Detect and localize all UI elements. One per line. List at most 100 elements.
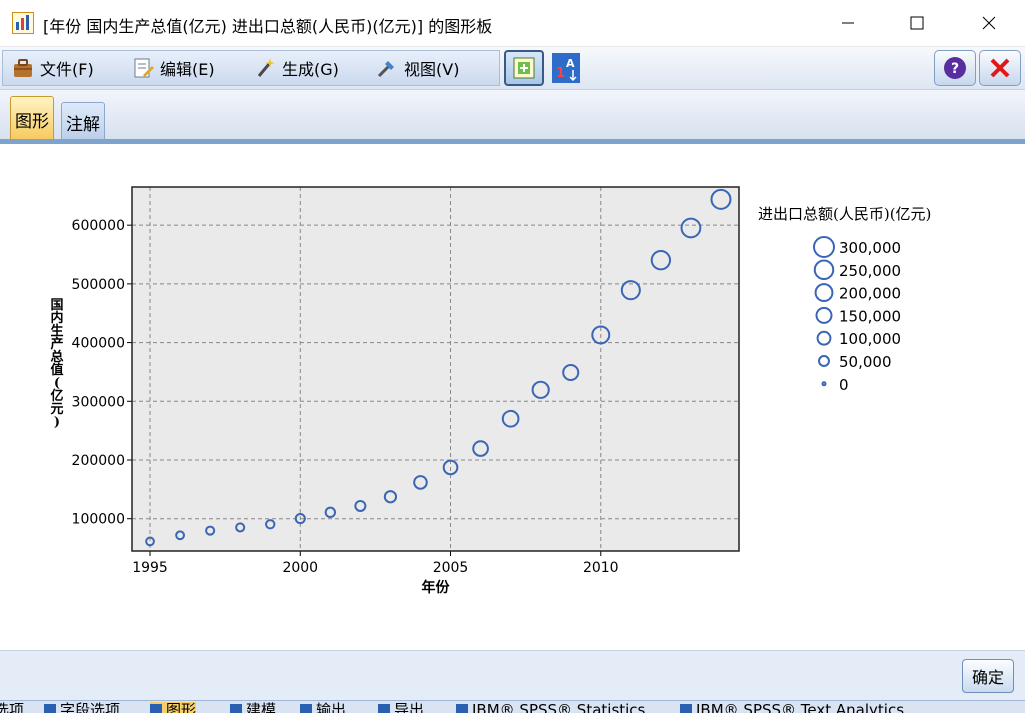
data-point[interactable] [501,409,520,428]
dialog-button-bar: 确定 [0,650,1025,700]
tab-strip: 图形 注解 [0,90,1025,142]
size-legend-marker [821,381,827,387]
menu-edit[interactable]: 编辑(E) [131,51,215,85]
data-point[interactable] [383,490,398,504]
menu-file[interactable]: 文件(F) [11,51,94,85]
menu-group: 文件(F) 编辑(E) 生成(G) [2,50,500,86]
data-point[interactable] [620,280,641,301]
edit-mode-button[interactable] [504,50,544,86]
data-point[interactable] [294,512,306,525]
size-legend-marker [814,283,834,303]
tab-graph[interactable]: 图形 [10,96,54,142]
data-point[interactable] [235,522,246,533]
size-legend-marker [818,355,830,367]
explore-mode-button[interactable]: 1 A [546,50,586,86]
size-legend-label: 100,000 [839,330,901,348]
maximize-icon [910,16,924,30]
data-point[interactable] [145,536,155,547]
data-point[interactable] [442,459,459,476]
y-tick-label: 600000 [72,218,125,234]
y-axis-title: 国内生产总值(亿元) [50,298,63,430]
data-point[interactable] [324,506,337,519]
background-tab-label: 导出 [394,701,425,713]
tab-icon [456,704,468,713]
background-tab[interactable]: 导出 [378,702,424,713]
x-axis-title: 年份 [422,579,451,596]
svg-text:?: ? [951,61,959,77]
tab-icon [300,704,312,713]
background-app-tabs: 选项 字段选项 图形 建模 输出 导出 IBM® SPSS® Statistics IBM® … [0,700,1025,713]
x-tick-label: 2005 [433,560,469,576]
sort-numeric-icon: 1 A [552,53,580,83]
menu-generate[interactable]: 生成(G) [253,51,339,85]
graph-panel: 1995 2000 2005 2010 100000 200000 300000 400000… [0,144,1025,650]
y-tick-label: 500000 [72,277,125,293]
svg-text:1: 1 [556,66,565,81]
tab-icon [378,704,390,713]
tab-icon [150,704,162,713]
background-tab[interactable]: 建模 [230,702,276,713]
size-legend-title: 进出口总额(人民币)(亿元) [758,205,931,223]
data-point[interactable] [680,217,702,239]
graph-board-app-icon [12,12,34,34]
size-legend-marker [816,330,832,346]
background-tab[interactable]: IBM® SPSS® Text Analytics [680,702,904,713]
briefcase-icon [14,59,32,77]
minimize-button[interactable] [825,0,871,46]
y-tick-label: 400000 [72,336,125,352]
size-legend-label: 250,000 [839,262,901,280]
background-tab[interactable]: 选项 [0,702,24,713]
data-point[interactable] [710,188,732,210]
bubble-scatter-chart: 1995 2000 2005 2010 100000 200000 300000 400000… [50,186,931,596]
edit-document-icon [134,58,154,78]
tab-divider [0,139,1025,144]
tab-annotation[interactable]: 注解 [61,102,105,142]
size-legend-label: 50,000 [839,353,892,371]
ok-button[interactable]: 确定 [962,659,1014,693]
data-point[interactable] [562,363,580,381]
menu-generate-label: 生成(G) [282,60,339,79]
menu-bar: 文件(F) 编辑(E) 生成(G) [0,47,1025,90]
background-tab[interactable]: 输出 [300,702,346,713]
size-legend-label: 200,000 [839,285,901,303]
size-legend-marker [813,236,835,258]
close-icon [982,16,996,30]
background-tab-label: 图形 [166,701,197,713]
data-point[interactable] [175,530,185,541]
background-tab-label: IBM® SPSS® Text Analytics [696,701,905,713]
x-tick-label: 2010 [583,560,619,576]
tab-icon [44,704,56,713]
y-tick-label: 200000 [72,453,125,469]
close-red-icon [990,58,1010,78]
background-tab-label: 输出 [316,701,347,713]
menu-view[interactable]: 视图(V) [375,51,459,85]
minimize-icon [842,22,854,24]
background-tab[interactable]: 字段选项 [44,702,120,713]
background-tab-label: 选项 [0,701,25,713]
data-point[interactable] [531,380,550,399]
plot-frame [131,186,740,552]
data-point[interactable] [354,499,367,512]
background-tab-label: 字段选项 [60,701,121,713]
tab-icon [230,704,242,713]
data-point[interactable] [265,519,276,530]
help-button[interactable]: ? [934,50,976,86]
data-point[interactable] [472,440,489,457]
size-legend-label: 150,000 [839,307,901,325]
background-tab[interactable]: 图形 [150,701,197,713]
svg-text:A: A [566,57,575,70]
maximize-button[interactable] [894,0,940,46]
x-tick-label: 1995 [132,560,168,576]
size-legend-marker [815,306,833,324]
data-point[interactable] [650,250,672,271]
help-icon: ? [944,57,966,79]
close-window-button[interactable] [966,0,1012,46]
data-point[interactable] [591,325,611,345]
data-point[interactable] [413,475,428,490]
background-tab-label: 建模 [246,701,277,713]
background-tab[interactable]: IBM® SPSS® Statistics [456,702,645,713]
data-point[interactable] [205,525,216,536]
brush-icon [377,61,394,78]
close-graph-button[interactable] [979,50,1021,86]
